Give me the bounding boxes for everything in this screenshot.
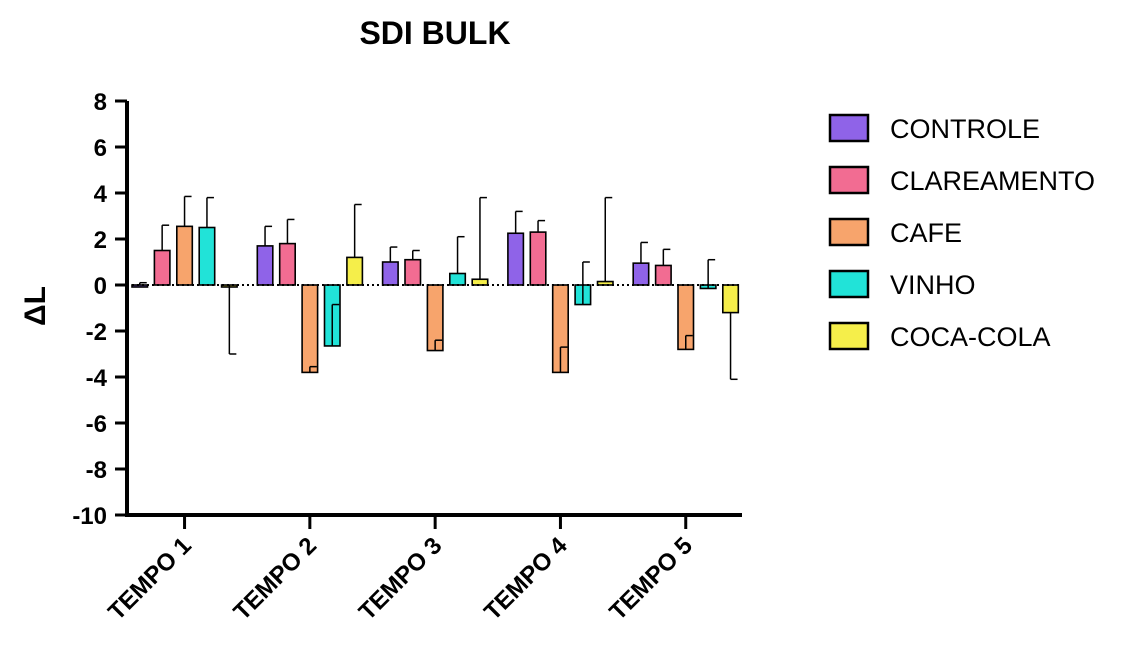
- y-tick-label: -4: [86, 365, 108, 392]
- y-tick-label: -10: [72, 503, 107, 530]
- legend-label-vinho: VINHO: [890, 270, 976, 300]
- bar-coca-cola-2: [346, 256, 364, 286]
- bar-clareamento-4: [529, 231, 547, 286]
- y-tick-label: 8: [94, 89, 107, 116]
- y-tick-label: 0: [94, 273, 107, 300]
- y-tick-label: -6: [86, 411, 107, 438]
- bar-coca-cola-3: [471, 278, 489, 286]
- x-tick-label: TEMPO 1: [103, 532, 197, 626]
- legend-swatch-coca-cola: [828, 321, 870, 351]
- bar-controle-5: [632, 262, 650, 286]
- x-tick-label: TEMPO 2: [229, 532, 323, 626]
- x-tick-label: TEMPO 4: [479, 532, 573, 626]
- legend: CONTROLE CLAREAMENTO CAFE VINHO COCA-COLA: [828, 113, 1095, 352]
- bar-coca-cola-5: [721, 284, 740, 314]
- y-tick-label: -8: [86, 457, 107, 484]
- bar-controle-3: [381, 261, 399, 286]
- chart-title: SDI BULK: [359, 15, 510, 51]
- y-tick-label: -2: [86, 319, 107, 346]
- bar-controle-2: [256, 245, 274, 286]
- y-axis-label: ΔL: [19, 286, 52, 326]
- bar-clareamento-2: [278, 242, 297, 286]
- bar-vinho-3: [448, 272, 467, 286]
- legend-swatch-clareamento: [828, 165, 870, 195]
- bar-controle-4: [507, 232, 525, 286]
- y-tick-label: 2: [94, 227, 107, 254]
- bar-cafe-2: [301, 284, 319, 374]
- legend-label-clareamento: CLAREAMENTO: [890, 166, 1095, 196]
- bar-vinho-1: [198, 226, 216, 286]
- bar-cafe-1: [176, 225, 194, 286]
- legend-label-controle: CONTROLE: [890, 114, 1040, 144]
- y-tick-label: 4: [94, 181, 108, 208]
- legend-label-cafe: CAFE: [890, 218, 962, 248]
- legend-swatch-cafe: [828, 217, 870, 247]
- bar-controle-1: [131, 284, 149, 288]
- x-tick-label: TEMPO 5: [604, 532, 698, 626]
- x-tick-label: TEMPO 3: [354, 532, 448, 626]
- legend-label-coca-cola: COCA-COLA: [890, 322, 1051, 352]
- y-tick-label: 6: [94, 135, 107, 162]
- bar-coca-cola-4: [596, 280, 614, 286]
- bar-clareamento-5: [654, 264, 672, 286]
- bar-clareamento-1: [153, 249, 171, 286]
- bar-clareamento-3: [404, 258, 422, 286]
- legend-swatch-controle: [828, 113, 870, 143]
- legend-swatch-vinho: [828, 269, 870, 299]
